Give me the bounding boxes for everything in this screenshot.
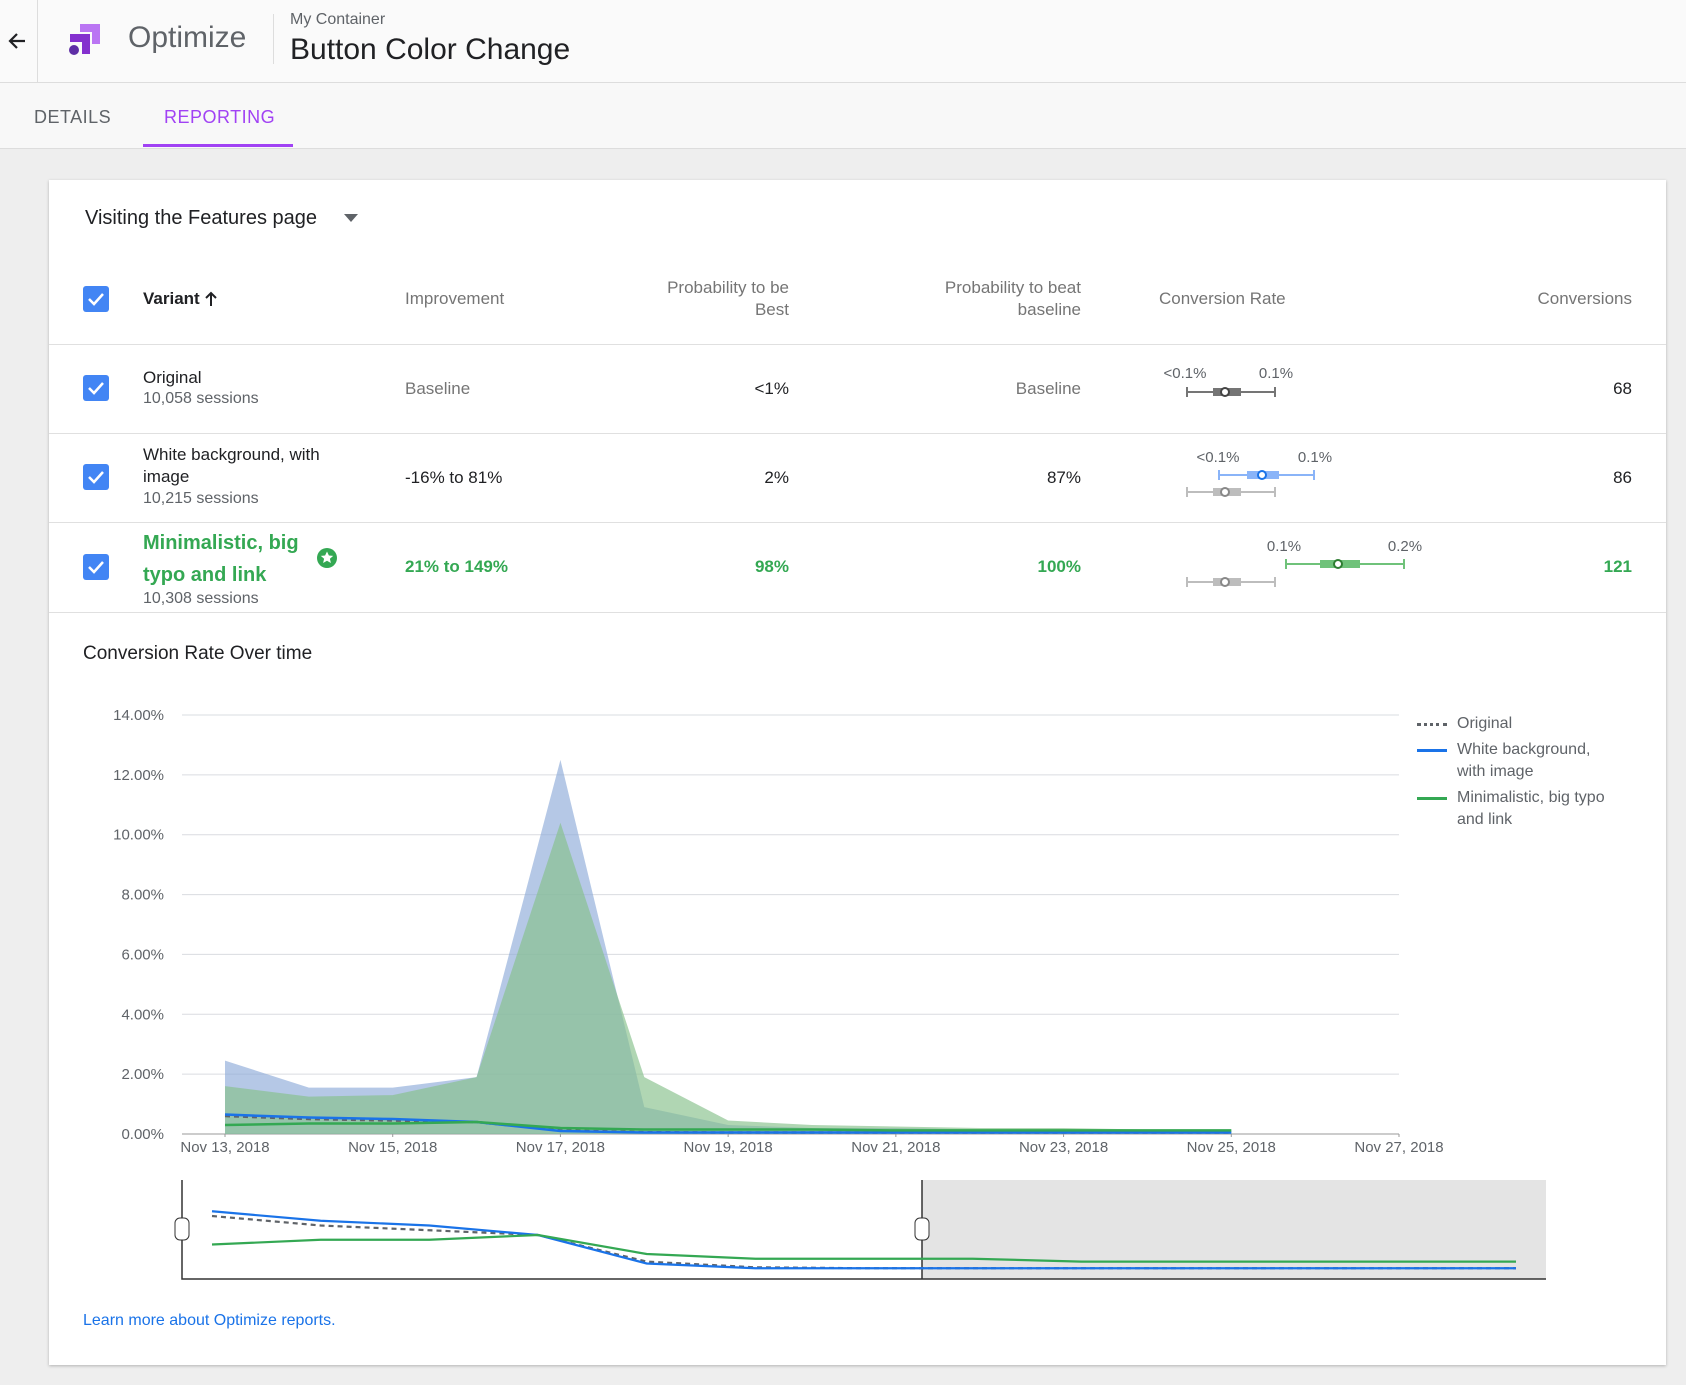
navigator-shade: [922, 1180, 1546, 1279]
column-header[interactable]: Variant: [143, 289, 200, 308]
x-tick-label: Nov 17, 2018: [516, 1139, 605, 1156]
improvement: -16% to 81%: [405, 468, 503, 487]
x-tick-label: Nov 15, 2018: [348, 1139, 437, 1156]
y-tick-label: 0.00%: [121, 1126, 164, 1143]
legend-item[interactable]: Original: [1417, 713, 1612, 735]
sessions: 10,308 sessions: [143, 590, 259, 607]
tab[interactable]: DETAILS: [34, 107, 112, 127]
y-tick-label: 12.00%: [113, 767, 164, 784]
tab-bar: DETAILS REPORTING: [0, 83, 1686, 149]
tab-active[interactable]: REPORTING: [164, 107, 276, 127]
rate-label: 0.1%: [1259, 365, 1293, 382]
row-divider: [49, 344, 1666, 345]
legend-swatch: [1417, 723, 1447, 726]
navigator-handle[interactable]: [174, 1217, 190, 1241]
conversions: 121: [1603, 557, 1632, 576]
variant-name: Minimalistic, big typo and link: [143, 532, 299, 586]
sort-icon[interactable]: [203, 290, 219, 308]
variant-name: Original: [143, 368, 202, 387]
rate-label: 0.1%: [1267, 538, 1301, 555]
sessions: 10,058 sessions: [143, 390, 259, 407]
y-tick-label: 14.00%: [113, 707, 164, 724]
navigator-frame: [181, 1180, 1546, 1280]
back-button[interactable]: [6, 30, 28, 52]
y-tick-label: 2.00%: [121, 1066, 164, 1083]
improvement: Baseline: [405, 379, 471, 398]
y-tick-label: 8.00%: [121, 887, 164, 904]
probability-beat: 100%: [1037, 557, 1081, 576]
navigator-line: [211, 1210, 1516, 1270]
checkbox[interactable]: [83, 286, 109, 312]
experiment-name: Button Color Change: [290, 33, 571, 66]
navigator-line: [211, 1233, 1516, 1263]
y-tick-label: 10.00%: [113, 827, 164, 844]
legend-label: Minimalistic, big typo and link: [1457, 789, 1605, 828]
confidence-area: [225, 822, 1232, 1134]
row-divider: [49, 612, 1666, 613]
report-card: Visiting the Features page Variant Impro…: [49, 180, 1666, 1365]
y-tick-label: 6.00%: [121, 946, 164, 963]
x-tick-label: Nov 23, 2018: [1019, 1139, 1108, 1156]
row-divider: [49, 433, 1666, 434]
variant-name: White background, with image: [143, 445, 320, 486]
conversions: 68: [1613, 379, 1632, 398]
rate-label: 0.2%: [1388, 538, 1422, 555]
legend-label: Original: [1457, 715, 1513, 732]
probability-best: 2%: [764, 468, 789, 487]
probability-beat: 87%: [1046, 468, 1081, 487]
conversions: 86: [1613, 468, 1632, 487]
x-tick-label: Nov 13, 2018: [180, 1139, 269, 1156]
checkbox[interactable]: [83, 375, 109, 401]
divider: [273, 14, 274, 64]
product-name: Optimize: [128, 21, 247, 54]
navigator-handle[interactable]: [914, 1217, 930, 1241]
legend: Original White background, with image Mini…: [1417, 713, 1612, 835]
column-header: Probability to beat baseline: [944, 278, 1081, 319]
winner-icon: [317, 548, 337, 568]
learn-more-link[interactable]: Learn more about Optimize reports.: [83, 1312, 336, 1329]
improvement: 21% to 149%: [405, 557, 508, 576]
probability-beat: Baseline: [1015, 379, 1081, 398]
legend-item[interactable]: White background, with image: [1417, 739, 1612, 783]
x-tick-label: Nov 19, 2018: [684, 1139, 773, 1156]
x-tick-label: Nov 21, 2018: [851, 1139, 940, 1156]
row-divider: [49, 522, 1666, 523]
probability-best: 98%: [754, 557, 789, 576]
column-header: Probability to be Best: [667, 278, 789, 319]
divider: [37, 0, 38, 82]
probability-best: <1%: [754, 379, 790, 398]
series-line: [224, 1113, 1232, 1134]
objective-dropdown[interactable]: Visiting the Features page: [85, 207, 318, 229]
rate-label: 0.1%: [1298, 449, 1332, 466]
chart-title: Conversion Rate Over time: [83, 643, 313, 664]
checkbox[interactable]: [83, 464, 109, 490]
checkbox[interactable]: [83, 554, 109, 580]
x-tick-label: Nov 25, 2018: [1187, 1139, 1276, 1156]
sessions: 10,215 sessions: [143, 490, 259, 507]
app-header: Optimize My Container Button Color Chang…: [0, 0, 1686, 83]
logo: [69, 24, 100, 55]
legend-swatch: [1417, 749, 1447, 752]
column-header: Conversion Rate: [1159, 289, 1286, 308]
rate-interval: <0.1% 0.1% <0.1% 0.1% 0.1% 0.2%: [1164, 365, 1422, 587]
y-tick-label: 4.00%: [121, 1006, 164, 1023]
legend-item[interactable]: Minimalistic, big typo and link: [1417, 787, 1612, 831]
legend-label: White background, with image: [1457, 741, 1591, 780]
column-header: Conversions: [1537, 289, 1633, 308]
dropdown-caret[interactable]: [343, 213, 359, 223]
column-header: Improvement: [405, 289, 505, 308]
tab-indicator: [143, 144, 293, 147]
series-line: [224, 1120, 1232, 1132]
x-tick-label: Nov 27, 2018: [1354, 1139, 1443, 1156]
confidence-area: [225, 759, 1232, 1134]
container-name: My Container: [290, 11, 386, 28]
legend-swatch: [1417, 797, 1447, 800]
rate-label: <0.1%: [1164, 365, 1207, 382]
rate-label: <0.1%: [1197, 449, 1240, 466]
